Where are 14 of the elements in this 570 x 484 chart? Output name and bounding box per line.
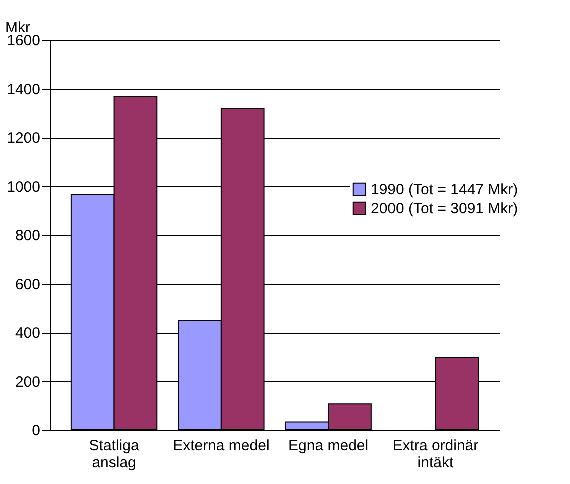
y-tick-label: 800 bbox=[15, 228, 40, 244]
legend-label: 2000 (Tot = 3091 Mkr) bbox=[371, 200, 518, 218]
y-tick-label: 400 bbox=[15, 325, 40, 342]
y-tick-label: 1400 bbox=[7, 81, 40, 98]
x-tick-label: Externa medel bbox=[173, 438, 270, 454]
x-tick-label: Egna medel bbox=[288, 438, 369, 454]
y-tick-label: 1000 bbox=[7, 178, 40, 196]
y-tick-label: 0 bbox=[32, 422, 40, 440]
x-tick-label: Extra ordinär intäkt bbox=[392, 438, 479, 472]
x-tick-label: Statliga anslag bbox=[89, 438, 140, 472]
y-tick-label: 600 bbox=[15, 276, 40, 294]
y-tick-label: 1200 bbox=[7, 130, 40, 147]
legend-label: 1990 (Tot = 1447 Mkr) bbox=[371, 182, 518, 198]
y-tick-label: 200 bbox=[15, 374, 40, 391]
